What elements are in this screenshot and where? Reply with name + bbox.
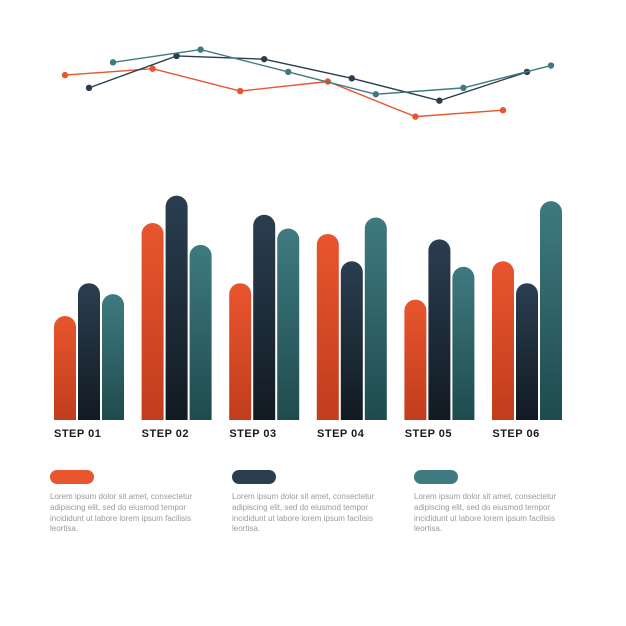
legend-text: Lorem ipsum dolor sit amet, consectetur … (414, 492, 564, 535)
marker-teal (285, 69, 291, 75)
line-orange (65, 69, 503, 117)
legend-item-orange: Lorem ipsum dolor sit amet, consectetur … (50, 470, 212, 535)
line-navy (89, 56, 527, 101)
bar-navy (166, 196, 188, 420)
marker-teal (548, 62, 554, 68)
marker-teal (110, 59, 116, 65)
marker-teal (197, 46, 203, 52)
marker-orange (149, 66, 155, 72)
bar-teal (540, 201, 562, 420)
legend-pill (232, 470, 276, 484)
bar-navy (78, 283, 100, 420)
marker-orange (237, 88, 243, 94)
step-label: STEP 05 (401, 428, 489, 440)
bar-orange (54, 316, 76, 420)
step-label: STEP 02 (138, 428, 226, 440)
bar-orange (229, 283, 251, 420)
bar-teal (277, 228, 299, 420)
bar-orange (492, 261, 514, 420)
marker-teal (373, 91, 379, 97)
bar-navy (253, 215, 275, 420)
marker-orange (62, 72, 68, 78)
bar-navy (428, 239, 450, 420)
step-label: STEP 04 (313, 428, 401, 440)
bar-teal (365, 218, 387, 420)
marker-orange (412, 113, 418, 119)
bar-navy (516, 283, 538, 420)
legend-pill (414, 470, 458, 484)
chart-canvas (50, 40, 576, 420)
step-labels-row: STEP 01 STEP 02 STEP 03 STEP 04 STEP 05 … (50, 428, 576, 440)
bar-navy (341, 261, 363, 420)
bar-teal (102, 294, 124, 420)
bar-orange (404, 300, 426, 420)
step-label: STEP 03 (225, 428, 313, 440)
marker-navy (261, 56, 267, 62)
legend-item-navy: Lorem ipsum dolor sit amet, consectetur … (232, 470, 394, 535)
marker-navy (436, 97, 442, 103)
step-label: STEP 06 (488, 428, 576, 440)
bar-teal (452, 267, 474, 420)
legend-pill (50, 470, 94, 484)
legend-item-teal: Lorem ipsum dolor sit amet, consectetur … (414, 470, 576, 535)
marker-orange (500, 107, 506, 113)
legend: Lorem ipsum dolor sit amet, consectetur … (50, 470, 576, 535)
marker-navy (349, 75, 355, 81)
infographic-chart (50, 40, 576, 420)
bar-orange (142, 223, 164, 420)
legend-text: Lorem ipsum dolor sit amet, consectetur … (50, 492, 200, 535)
marker-teal (460, 85, 466, 91)
marker-navy (86, 85, 92, 91)
legend-text: Lorem ipsum dolor sit amet, consectetur … (232, 492, 382, 535)
bar-teal (190, 245, 212, 420)
step-label: STEP 01 (50, 428, 138, 440)
bar-orange (317, 234, 339, 420)
